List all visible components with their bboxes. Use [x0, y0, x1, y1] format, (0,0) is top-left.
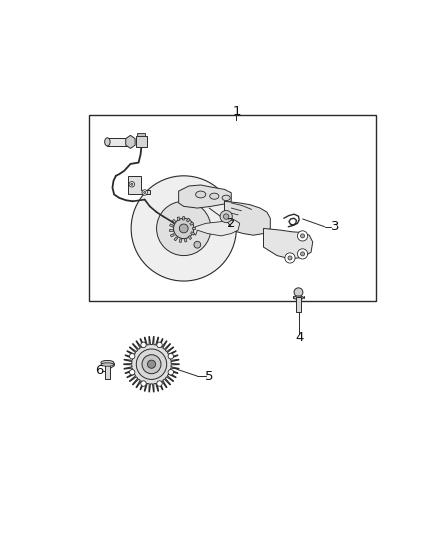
Ellipse shape [101, 360, 114, 365]
Text: 1: 1 [232, 105, 240, 118]
Circle shape [294, 288, 303, 297]
Text: 6: 6 [95, 365, 103, 377]
Circle shape [130, 353, 135, 359]
Circle shape [297, 231, 307, 241]
Text: 5: 5 [205, 369, 213, 383]
Circle shape [220, 211, 232, 223]
Circle shape [131, 183, 133, 185]
Text: 3: 3 [331, 220, 339, 233]
Circle shape [142, 190, 148, 195]
Bar [137, 133, 145, 136]
Text: 2: 2 [227, 217, 236, 230]
Circle shape [288, 256, 292, 260]
Ellipse shape [101, 363, 114, 366]
Bar [136, 136, 147, 147]
Text: 4: 4 [295, 330, 304, 344]
Circle shape [297, 249, 307, 259]
Bar [188, 236, 192, 239]
Circle shape [300, 234, 304, 238]
Polygon shape [126, 135, 135, 148]
Polygon shape [264, 229, 313, 259]
Circle shape [136, 349, 167, 379]
Circle shape [148, 360, 155, 368]
Circle shape [131, 176, 237, 281]
Bar [179, 239, 182, 243]
Bar [296, 297, 301, 312]
Circle shape [141, 381, 146, 386]
Circle shape [156, 201, 211, 256]
Bar [169, 229, 173, 231]
Circle shape [130, 369, 135, 375]
Bar [182, 216, 185, 220]
Circle shape [141, 342, 146, 348]
Ellipse shape [105, 138, 110, 146]
Circle shape [223, 214, 229, 219]
Bar [88, 115, 375, 302]
Polygon shape [124, 336, 179, 392]
Circle shape [168, 353, 173, 359]
Circle shape [144, 191, 146, 193]
Bar [174, 237, 178, 241]
Bar [191, 228, 195, 229]
Circle shape [173, 218, 194, 239]
Circle shape [194, 241, 201, 248]
Circle shape [142, 354, 161, 374]
Polygon shape [179, 185, 231, 208]
Circle shape [179, 224, 188, 233]
Bar [105, 364, 110, 379]
Bar [170, 233, 174, 237]
Circle shape [157, 381, 162, 386]
Bar [190, 222, 194, 225]
Circle shape [285, 253, 295, 263]
Bar [191, 232, 194, 235]
Ellipse shape [196, 191, 206, 198]
Bar [173, 220, 176, 223]
Circle shape [129, 182, 134, 187]
Ellipse shape [293, 296, 304, 300]
Circle shape [168, 369, 173, 375]
Ellipse shape [127, 138, 130, 146]
Circle shape [300, 252, 304, 256]
Bar [187, 218, 190, 222]
Bar [184, 238, 187, 242]
Circle shape [157, 342, 162, 348]
Ellipse shape [210, 193, 219, 199]
Bar [170, 224, 173, 227]
Polygon shape [192, 220, 240, 236]
Polygon shape [128, 176, 150, 195]
Polygon shape [224, 201, 270, 235]
Bar [107, 138, 128, 146]
Ellipse shape [222, 195, 230, 200]
Bar [177, 217, 180, 221]
